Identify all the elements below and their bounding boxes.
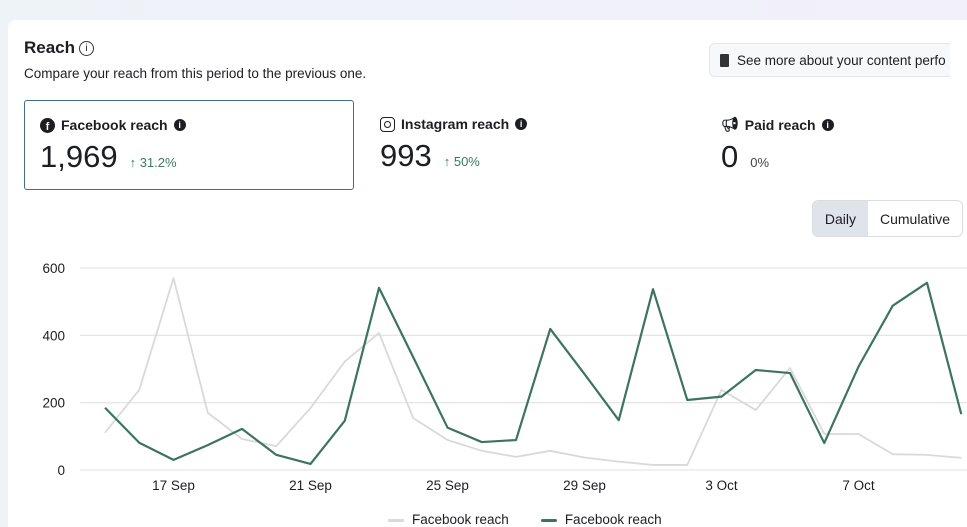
data-point-current[interactable] (784, 367, 796, 379)
data-point-previous[interactable] (955, 452, 967, 464)
data-point-current[interactable] (373, 282, 385, 294)
see-more-button[interactable]: See more about your content perfo (709, 43, 950, 77)
data-point-previous[interactable] (202, 407, 214, 419)
data-point-current[interactable] (339, 415, 351, 427)
x-tick-label: 21 Sep (289, 478, 332, 493)
data-point-previous[interactable] (750, 404, 762, 416)
metric-label: Facebook reach (61, 117, 168, 133)
title-text: Reach (24, 38, 76, 57)
legend-label: Facebook reach (412, 512, 509, 527)
info-icon[interactable]: i (79, 40, 95, 56)
metric-value: 1,969 (40, 139, 118, 174)
book-icon (720, 53, 729, 67)
info-icon[interactable]: i (821, 118, 834, 131)
data-point-current[interactable] (716, 391, 728, 403)
data-point-current[interactable] (202, 439, 214, 451)
data-point-previous[interactable] (647, 459, 659, 471)
data-point-previous[interactable] (339, 356, 351, 368)
data-point-current[interactable] (921, 277, 933, 289)
metric-value: 993 (380, 138, 432, 173)
metric-change: ↑ 31.2% (129, 155, 177, 170)
info-icon[interactable]: i (515, 118, 528, 130)
data-point-previous[interactable] (887, 448, 899, 460)
x-tick-label: 29 Sep (563, 478, 606, 493)
data-point-current[interactable] (305, 458, 317, 470)
view-toggle: Daily Cumulative (811, 200, 963, 237)
subtitle: Compare your reach from this period to t… (24, 66, 367, 81)
data-point-current[interactable] (168, 454, 180, 466)
y-tick-label: 600 (42, 261, 65, 276)
y-tick-label: 400 (42, 328, 65, 343)
data-point-previous[interactable] (579, 452, 591, 464)
data-point-current[interactable] (236, 423, 248, 435)
metric-value: 0 (721, 139, 739, 174)
series-line-previous (104, 277, 962, 466)
data-point-current[interactable] (955, 408, 967, 420)
metric-change: ↑ 50% (443, 154, 480, 169)
instagram-icon (380, 116, 395, 132)
data-point-current[interactable] (579, 368, 591, 380)
data-point-previous[interactable] (510, 451, 522, 463)
data-point-previous[interactable] (544, 445, 556, 457)
facebook-icon: f (40, 117, 55, 133)
data-point-previous[interactable] (133, 384, 145, 396)
x-tick-label: 25 Sep (426, 478, 469, 493)
legend: Facebook reach Facebook reach (388, 512, 662, 527)
legend-swatch (388, 518, 404, 522)
data-point-current[interactable] (750, 364, 762, 376)
page-title: Reach i (24, 38, 95, 58)
series-line-current (104, 281, 963, 466)
data-point-current[interactable] (647, 283, 659, 295)
data-point-current[interactable] (853, 361, 865, 373)
data-point-previous[interactable] (305, 402, 317, 414)
x-tick-label: 17 Sep (152, 478, 195, 493)
data-point-previous[interactable] (613, 456, 625, 468)
y-tick-label: 0 (57, 463, 65, 478)
data-point-current[interactable] (681, 394, 693, 406)
data-point-previous[interactable] (442, 434, 454, 446)
legend-label: Facebook reach (564, 512, 662, 527)
legend-item-previous[interactable]: Facebook reach (388, 512, 509, 527)
y-tick-label: 200 (42, 396, 65, 411)
metric-label: Instagram reach (401, 116, 510, 132)
data-point-previous[interactable] (407, 412, 419, 424)
data-point-current[interactable] (887, 300, 899, 312)
metric-facebook-reach[interactable]: f Facebook reach i 1,969 ↑ 31.2% (24, 100, 354, 190)
data-point-current[interactable] (99, 402, 111, 414)
data-point-previous[interactable] (99, 427, 111, 439)
info-icon[interactable]: i (173, 119, 186, 131)
metric-paid-reach[interactable]: 📢︎ Paid reach i 0 0% (706, 100, 956, 190)
metric-instagram-reach[interactable]: Instagram reach i 993 ↑ 50% (365, 100, 695, 190)
legend-item-current[interactable]: Facebook reach (540, 512, 662, 527)
data-point-previous[interactable] (853, 428, 865, 440)
cumulative-tab[interactable]: Cumulative (879, 210, 950, 227)
data-point-current[interactable] (818, 437, 830, 449)
data-point-previous[interactable] (373, 327, 385, 339)
data-point-current[interactable] (510, 434, 522, 446)
x-tick-label: 7 Oct (842, 478, 875, 493)
data-point-current[interactable] (476, 436, 488, 448)
metric-label: Paid reach (744, 116, 816, 133)
data-point-previous[interactable] (921, 449, 933, 461)
metric-change: 0% (750, 155, 770, 170)
data-point-current[interactable] (270, 449, 282, 461)
see-more-label: See more about your content perfo (737, 52, 946, 68)
megaphone-icon: 📢︎ (721, 116, 739, 132)
legend-swatch (540, 518, 557, 522)
data-point-previous[interactable] (681, 459, 693, 471)
data-point-current[interactable] (613, 414, 625, 426)
data-point-current[interactable] (442, 422, 454, 434)
data-point-current[interactable] (407, 351, 419, 363)
data-point-current[interactable] (133, 437, 145, 449)
x-tick-label: 3 Oct (705, 478, 738, 493)
data-point-previous[interactable] (168, 272, 180, 284)
data-point-current[interactable] (544, 323, 556, 335)
daily-tab[interactable]: Daily (812, 201, 868, 236)
